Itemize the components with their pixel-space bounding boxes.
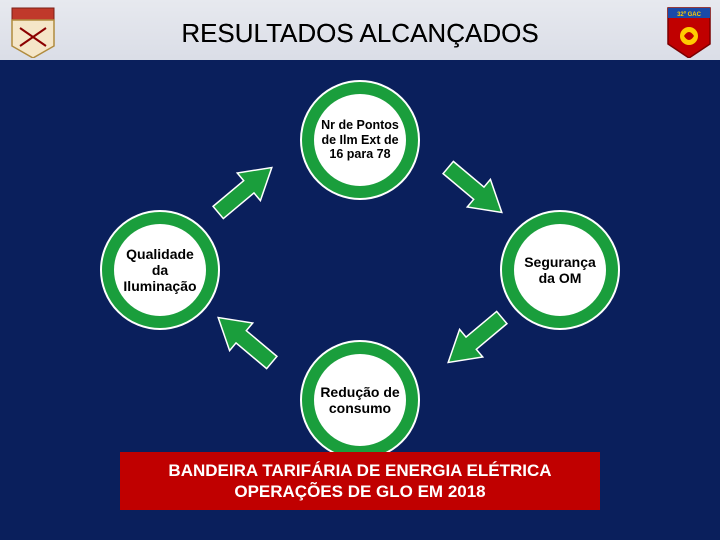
cycle-arrow-right-bottom [435, 302, 514, 378]
cycle-arrow-left-top [205, 152, 284, 228]
badge-right-label: 32º GAC [677, 12, 702, 18]
cycle-diagram: Nr de Pontos de Ilm Ext de 16 para 78 Se… [0, 70, 720, 450]
cycle-node-bottom-label: Redução de consumo [314, 354, 406, 446]
unit-crest-left-icon [10, 6, 56, 58]
footer-line2: OPERAÇÕES DE GLO EM 2018 [234, 482, 485, 501]
cycle-node-left: Qualidade da Iluminação [100, 210, 220, 330]
unit-crest-right-icon: 32º GAC [666, 6, 712, 58]
cycle-arrow-bottom-left [205, 302, 284, 378]
cycle-node-bottom: Redução de consumo [300, 340, 420, 460]
cycle-arrow-top-right [435, 152, 514, 228]
cycle-node-right: Segurança da OM [500, 210, 620, 330]
cycle-node-right-label: Segurança da OM [514, 224, 606, 316]
footer-banner: BANDEIRA TARIFÁRIA DE ENERGIA ELÉTRICA O… [120, 452, 600, 511]
cycle-node-left-label: Qualidade da Iluminação [114, 224, 206, 316]
footer-line1: BANDEIRA TARIFÁRIA DE ENERGIA ELÉTRICA [168, 461, 551, 480]
page-title: RESULTADOS ALCANÇADOS [0, 0, 720, 49]
cycle-node-top-label: Nr de Pontos de Ilm Ext de 16 para 78 [314, 94, 406, 186]
cycle-node-top: Nr de Pontos de Ilm Ext de 16 para 78 [300, 80, 420, 200]
